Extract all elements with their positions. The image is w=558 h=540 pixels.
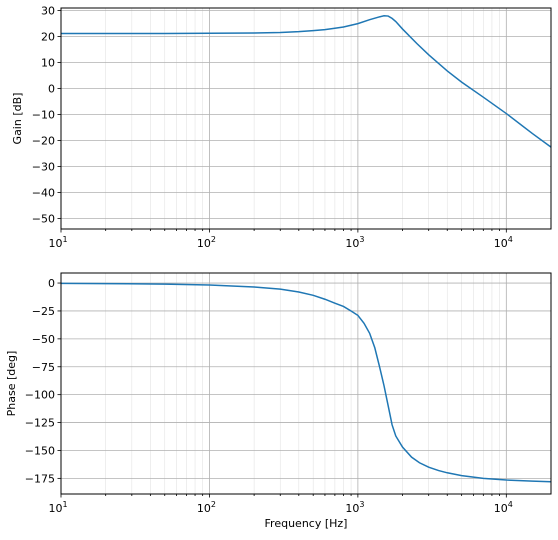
y-tick-label: 0 xyxy=(48,277,55,290)
x-tick-label: 103 xyxy=(345,500,364,515)
x-tick-base: 10 xyxy=(494,237,508,250)
x-tick-base: 10 xyxy=(197,502,211,515)
x-tick-label: 103 xyxy=(345,235,364,250)
axes-frame xyxy=(60,272,552,495)
x-tick-base: 10 xyxy=(494,502,508,515)
x-tick-exponent: 2 xyxy=(211,235,216,244)
y-tick-label: −40 xyxy=(32,187,55,200)
x-tick-label: 102 xyxy=(197,235,216,250)
x-tick-exponent: 4 xyxy=(508,235,513,244)
y-tick-label: −10 xyxy=(32,109,55,122)
x-tick-exponent: 3 xyxy=(359,235,364,244)
y-tick-label: 10 xyxy=(41,57,55,70)
x-tick-exponent: 4 xyxy=(508,500,513,509)
y-tick-label: 20 xyxy=(41,31,55,44)
x-tick-exponent: 1 xyxy=(62,235,67,244)
x-axis-label: Frequency [Hz] xyxy=(265,517,348,530)
x-tick-base: 10 xyxy=(345,237,359,250)
y-tick-label: −175 xyxy=(25,472,55,485)
x-tick-base: 10 xyxy=(48,237,62,250)
x-tick-base: 10 xyxy=(197,237,211,250)
phase-panel: 101 102 103 1040−25−50−75−100−125−150−175Ph… xyxy=(5,272,552,530)
y-tick-label: −50 xyxy=(32,333,55,346)
y-tick-label: −125 xyxy=(25,417,55,430)
x-tick-label: 104 xyxy=(494,235,513,250)
y-axis-label: Gain [dB] xyxy=(11,93,24,145)
y-tick-label: −50 xyxy=(32,213,55,226)
gain-series-line xyxy=(61,15,552,148)
x-tick-exponent: 3 xyxy=(359,500,364,509)
x-tick-label: 101 xyxy=(48,235,67,250)
x-tick-label: 101 xyxy=(48,500,67,515)
x-tick-base: 10 xyxy=(48,502,62,515)
y-tick-label: 30 xyxy=(41,5,55,18)
y-tick-label: −150 xyxy=(25,444,55,457)
y-tick-label: −30 xyxy=(32,161,55,174)
x-tick-label: 102 xyxy=(197,500,216,515)
y-tick-label: −20 xyxy=(32,135,55,148)
y-axis-label: Phase [deg] xyxy=(5,351,18,417)
phase-series-line xyxy=(60,282,552,483)
grid-lines xyxy=(57,8,551,233)
x-tick-label: 104 xyxy=(494,500,513,515)
x-tick-exponent: 1 xyxy=(62,500,67,509)
y-tick-label: −100 xyxy=(25,389,55,402)
y-tick-label: 0 xyxy=(48,83,55,96)
y-tick-label: −75 xyxy=(32,361,55,374)
x-tick-base: 10 xyxy=(345,502,359,515)
grid-lines xyxy=(57,273,551,498)
x-tick-exponent: 2 xyxy=(211,500,216,509)
y-tick-label: −25 xyxy=(32,305,55,318)
axes-frame xyxy=(60,7,552,230)
